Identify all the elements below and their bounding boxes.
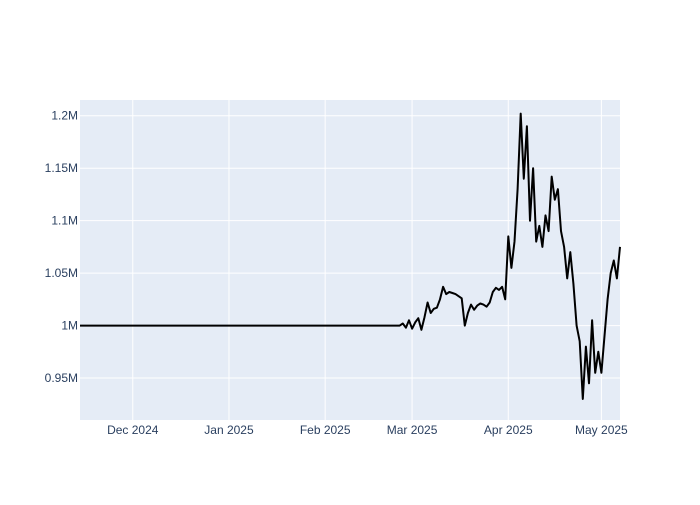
x-tick-label: Apr 2025 [484,423,533,437]
y-tick-label: 1.15M [45,161,78,175]
series-line [80,112,621,400]
x-tick-label: Jan 2025 [204,423,254,437]
y-tick-label: 1.1M [51,214,78,228]
y-tick-label: 1M [61,319,78,333]
x-tick-label: Mar 2025 [387,423,438,437]
y-tick-label: 1.05M [45,266,78,280]
plot-area [80,100,620,420]
series-layer [80,112,621,400]
y-axis: 0.95M 1M 1.05M 1.1M 1.15M 1.2M [45,109,78,385]
y-tick-label: 0.95M [45,371,78,385]
x-axis: Dec 2024 Jan 2025 Feb 2025 Mar 2025 Apr 2025… [107,423,628,437]
x-tick-label: Feb 2025 [300,423,351,437]
y-tick-label: 1.2M [51,109,78,123]
x-tick-label: May 2025 [575,423,628,437]
x-tick-label: Dec 2024 [107,423,159,437]
